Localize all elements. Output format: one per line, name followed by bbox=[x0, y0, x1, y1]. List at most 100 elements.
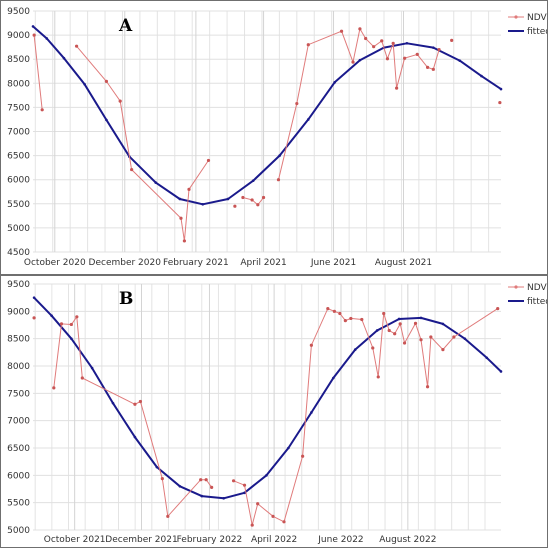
chart-a-svg: October 2020 December 2020 February 2021 Ap… bbox=[7, 7, 547, 268]
fitted-point bbox=[458, 59, 462, 62]
series-fitted-line bbox=[33, 297, 502, 500]
ndvi-point bbox=[450, 38, 454, 43]
fitted-point bbox=[243, 491, 246, 495]
fitted-point bbox=[287, 446, 290, 450]
ndvi-point bbox=[419, 338, 423, 342]
grid-a bbox=[33, 10, 501, 253]
ndvi-point bbox=[309, 343, 313, 347]
fitted-point bbox=[62, 56, 66, 60]
fitted-point bbox=[265, 474, 268, 477]
plot-area-b bbox=[32, 296, 503, 527]
fitted-point bbox=[111, 401, 115, 405]
legend-fitted-label: fitted bbox=[527, 297, 547, 307]
ndvi-point bbox=[166, 514, 170, 518]
ndvi-point bbox=[75, 315, 79, 319]
fitted-point bbox=[50, 314, 53, 318]
ndvi-point bbox=[425, 65, 430, 69]
fitted-point bbox=[375, 329, 379, 332]
ndvi-point bbox=[425, 385, 430, 389]
legend-ndvi-label: NDVI bbox=[527, 13, 547, 23]
fitted-point bbox=[251, 179, 255, 182]
legend-ndvi-label: NDVI bbox=[527, 283, 547, 293]
ndvi-point bbox=[231, 479, 236, 483]
ndvi-point bbox=[206, 158, 211, 163]
ndvi-point bbox=[498, 100, 502, 105]
ndvi-point bbox=[160, 477, 164, 481]
ndvi-point bbox=[393, 332, 397, 336]
ndvi-point bbox=[104, 79, 109, 83]
fitted-point bbox=[306, 118, 310, 121]
legend-ndvi-marker bbox=[514, 15, 518, 19]
fitted-point bbox=[432, 46, 435, 49]
y-tick-label: 5000 bbox=[7, 526, 30, 536]
ndvi-point bbox=[241, 195, 245, 200]
ndvi-point bbox=[276, 178, 281, 182]
legend-ndvi-marker bbox=[514, 285, 518, 289]
ndvi-point bbox=[233, 204, 237, 208]
y-tick-label: 7500 bbox=[7, 389, 30, 399]
fitted-point bbox=[226, 197, 230, 201]
fitted-point bbox=[178, 197, 182, 201]
fitted-point bbox=[201, 202, 205, 206]
x-tick-label: June 2022 bbox=[317, 535, 363, 545]
ndvi-point bbox=[59, 322, 64, 326]
ndvi-point bbox=[80, 376, 84, 380]
fitted-point bbox=[485, 356, 489, 360]
x-tick-label: December 2021 bbox=[105, 535, 177, 545]
series-fitted-line bbox=[32, 25, 502, 206]
chart-panel-b: October 2021 December 2021 February 2022 Ap… bbox=[0, 275, 548, 548]
ndvi-point bbox=[204, 478, 208, 482]
ndvi-point bbox=[380, 39, 384, 43]
ndvi-point bbox=[133, 402, 137, 406]
ndvi-point bbox=[199, 478, 203, 482]
fitted-point bbox=[70, 337, 73, 340]
ndvi-point bbox=[364, 36, 368, 41]
ndvi-point bbox=[339, 29, 344, 33]
y-tick-label: 7000 bbox=[7, 417, 30, 427]
x-tick-label: December 2020 bbox=[89, 258, 162, 268]
ndvi-point bbox=[306, 43, 310, 47]
fitted-point bbox=[31, 25, 35, 28]
ndvi-point bbox=[179, 216, 183, 220]
fitted-point bbox=[154, 181, 158, 184]
y-tick-label: 6500 bbox=[7, 152, 30, 162]
ndvi-point bbox=[385, 57, 390, 61]
ndvi-point bbox=[391, 41, 395, 45]
chart-panel-a: October 2020 December 2020 February 2021 Ap… bbox=[0, 0, 548, 275]
ndvi-point bbox=[372, 45, 376, 49]
ndvi-point bbox=[256, 502, 260, 506]
fitted-point bbox=[178, 484, 182, 488]
ndvi-point bbox=[387, 328, 391, 333]
fitted-point bbox=[480, 74, 483, 78]
y-axis-b: 5000 5500 6000 6500 7000 7500 8000 8500 9000 9500 bbox=[7, 280, 30, 536]
series-ndvi-line bbox=[278, 27, 440, 180]
ndvi-point bbox=[398, 322, 402, 326]
x-tick-label: August 2022 bbox=[379, 535, 436, 545]
ndvi-point bbox=[431, 67, 435, 71]
fitted-point bbox=[155, 465, 159, 469]
legend-fitted-label: fitted bbox=[527, 27, 547, 37]
ndvi-point bbox=[138, 399, 143, 404]
legend-b: NDVI fitted bbox=[508, 283, 547, 307]
fitted-point bbox=[358, 58, 362, 62]
panel-label-a: A bbox=[118, 16, 133, 36]
fitted-point bbox=[105, 118, 108, 122]
ndvi-point bbox=[250, 523, 254, 527]
fitted-point bbox=[200, 494, 204, 498]
ndvi-point bbox=[32, 316, 36, 320]
ndvi-point bbox=[40, 108, 44, 112]
y-tick-label: 4500 bbox=[7, 248, 30, 258]
ndvi-point bbox=[349, 316, 353, 321]
panel-label-b: B bbox=[119, 289, 133, 309]
y-tick-label: 7000 bbox=[7, 128, 30, 138]
fitted-point bbox=[45, 37, 49, 40]
y-axis-a: 4500 5000 5500 6000 6500 7000 7500 8000 8500 9000… bbox=[7, 7, 30, 258]
plot-area-a bbox=[31, 25, 503, 243]
fitted-point bbox=[332, 376, 335, 380]
grid-b bbox=[33, 283, 501, 531]
y-tick-label: 6000 bbox=[7, 176, 30, 186]
y-tick-label: 6000 bbox=[7, 471, 30, 481]
ndvi-point bbox=[261, 195, 266, 200]
